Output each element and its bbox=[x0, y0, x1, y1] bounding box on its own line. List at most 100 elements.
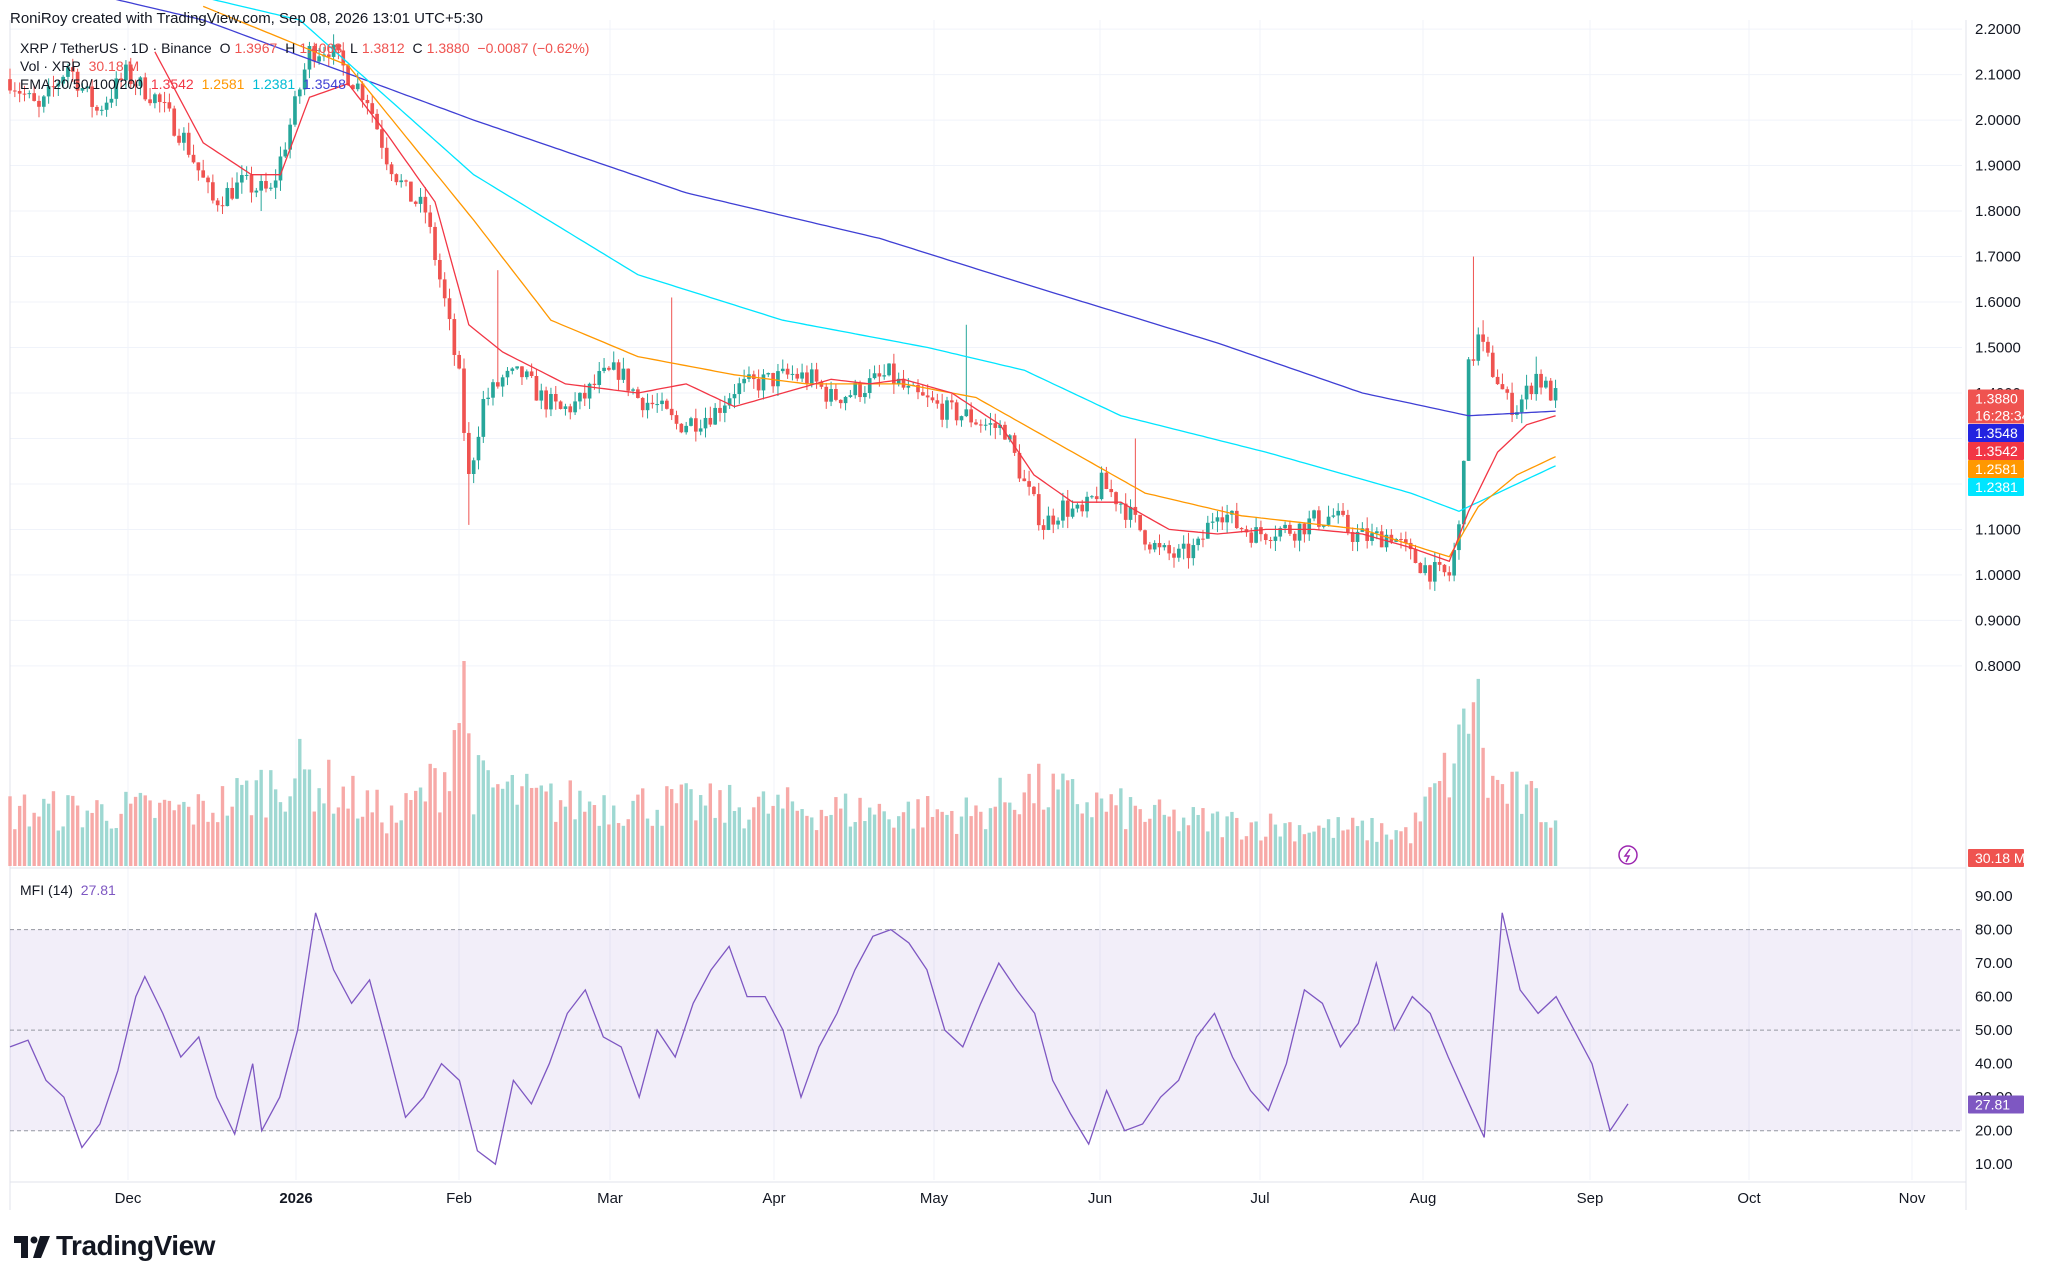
candle-body bbox=[679, 423, 684, 433]
candle-body bbox=[157, 94, 162, 103]
volume-bar bbox=[771, 805, 775, 866]
candle-body bbox=[954, 402, 959, 421]
candle-body bbox=[447, 298, 452, 320]
candle-body bbox=[182, 132, 186, 143]
volume-bar bbox=[341, 786, 345, 866]
candle-body bbox=[61, 76, 65, 84]
volume-bar bbox=[249, 815, 254, 866]
volume-bar bbox=[1553, 820, 1558, 866]
volume-bar bbox=[215, 822, 220, 866]
candle-body bbox=[732, 394, 737, 399]
volume-bar bbox=[1056, 789, 1060, 866]
price-tick-label: 1.7000 bbox=[1975, 249, 2021, 266]
candle-body bbox=[756, 379, 761, 391]
volume-bar bbox=[877, 803, 882, 866]
symbol-title[interactable]: XRP / TetherUS · 1D · Binance bbox=[20, 40, 212, 56]
candle-body bbox=[1259, 527, 1263, 535]
volume-bar bbox=[853, 822, 857, 866]
candle-body bbox=[790, 373, 795, 375]
candle-body bbox=[858, 382, 862, 398]
candle-body bbox=[104, 102, 109, 110]
ema100-tag-bg bbox=[1968, 478, 2024, 496]
volume-bar bbox=[433, 768, 437, 866]
volume-bar bbox=[752, 807, 756, 866]
ema-label[interactable]: EMA 20/50/100/200 bbox=[20, 76, 143, 92]
volume-bar bbox=[346, 808, 350, 866]
candles bbox=[8, 34, 1558, 591]
candle-body bbox=[1263, 534, 1268, 541]
volume-bar bbox=[1235, 817, 1239, 866]
volume-bar bbox=[225, 815, 230, 866]
candle-body bbox=[471, 460, 476, 474]
candle-body bbox=[1119, 503, 1123, 505]
volume-bar bbox=[1452, 763, 1456, 866]
candle-body bbox=[1007, 435, 1012, 440]
volume-bar bbox=[1249, 822, 1253, 866]
candle-body bbox=[336, 44, 341, 51]
volume-bar bbox=[114, 828, 118, 866]
volume-bar bbox=[1114, 805, 1118, 866]
volume-bar bbox=[1259, 840, 1263, 866]
candle-body bbox=[1524, 385, 1529, 400]
mfi-legend-value: 27.81 bbox=[80, 882, 116, 898]
volume-bar bbox=[558, 800, 563, 866]
volume-bar bbox=[1355, 826, 1360, 866]
volume-bar bbox=[839, 808, 843, 866]
candle-body bbox=[1046, 515, 1051, 530]
candle-body bbox=[225, 187, 230, 207]
volume-bar bbox=[742, 828, 746, 866]
candle-body bbox=[1268, 540, 1273, 542]
candle-body bbox=[834, 389, 838, 400]
candle-body bbox=[95, 106, 99, 111]
volume-bar bbox=[1428, 787, 1432, 866]
volume-bar bbox=[158, 802, 162, 866]
candle-body bbox=[1346, 514, 1350, 533]
volume-bar bbox=[1186, 825, 1191, 866]
volume-bar bbox=[481, 760, 486, 866]
volume-bar bbox=[1008, 802, 1012, 866]
volume-bar bbox=[534, 787, 539, 866]
volume-bar bbox=[428, 763, 432, 866]
candle-body bbox=[1283, 524, 1287, 529]
tradingview-logo[interactable]: TradingView bbox=[14, 1230, 215, 1262]
volume-bar bbox=[1220, 837, 1224, 866]
volume-bar bbox=[906, 801, 911, 866]
time-tick-label: Mar bbox=[597, 1190, 623, 1207]
candle-body bbox=[636, 389, 640, 398]
ema200-tag-bg bbox=[1968, 424, 2024, 442]
mfi-line bbox=[9, 912, 1629, 1166]
candle-body bbox=[1539, 373, 1543, 388]
mfi-label[interactable]: MFI (14) bbox=[20, 882, 73, 898]
candle-body bbox=[167, 102, 172, 109]
ema20-tag: 1.3542 bbox=[1975, 443, 2018, 459]
volume-bar bbox=[959, 816, 964, 866]
volume-bar bbox=[1370, 817, 1374, 866]
volume-bar bbox=[240, 784, 244, 866]
candle-body bbox=[660, 400, 664, 405]
candle-body bbox=[201, 170, 206, 178]
volume-bar bbox=[1128, 797, 1133, 866]
candle-body bbox=[370, 103, 375, 114]
candle-body bbox=[481, 399, 486, 437]
candle-body bbox=[75, 71, 80, 91]
volume-bar bbox=[66, 795, 70, 866]
volume-bar bbox=[211, 812, 215, 866]
volume-bar bbox=[1495, 779, 1500, 866]
candle-body bbox=[433, 226, 437, 260]
volume-bar bbox=[810, 817, 814, 866]
candle-body bbox=[1331, 515, 1336, 517]
volume-bar bbox=[1375, 841, 1379, 866]
volume-bar bbox=[447, 791, 452, 866]
volume-bar bbox=[660, 825, 664, 866]
volume-bar bbox=[418, 787, 423, 866]
candle-body bbox=[380, 129, 384, 148]
volume-label[interactable]: Vol · XRP bbox=[20, 58, 81, 74]
candle-body bbox=[515, 366, 519, 369]
candle-body bbox=[1278, 528, 1283, 537]
volume-bar bbox=[988, 808, 993, 866]
candle-body bbox=[148, 99, 152, 104]
candle-body bbox=[602, 367, 606, 372]
candle-body bbox=[1191, 545, 1196, 559]
candle-body bbox=[1273, 536, 1278, 541]
